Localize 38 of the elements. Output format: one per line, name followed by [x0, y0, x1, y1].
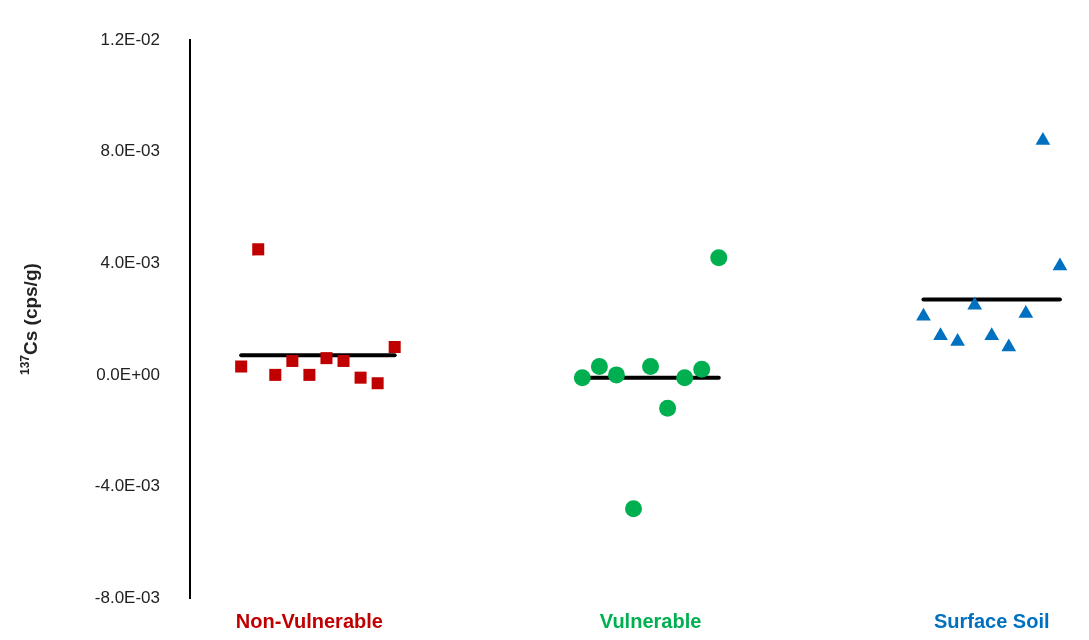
point: [693, 360, 711, 378]
point: [590, 358, 608, 376]
point: [933, 327, 948, 341]
point: [235, 360, 248, 373]
point: [916, 307, 931, 321]
y-axis-title: 137Cs (cps/g): [18, 263, 41, 376]
x-tick-label: Vulnerable: [599, 609, 702, 632]
y-tick-label: 0.0E+00: [96, 364, 160, 384]
point: [573, 369, 591, 387]
point: [710, 249, 728, 267]
point: [1018, 305, 1034, 318]
y-tick-label: 4.0E-03: [100, 253, 160, 273]
point: [269, 368, 282, 381]
point: [676, 369, 694, 387]
y-tick-label: -4.0E-03: [94, 476, 160, 496]
point: [984, 327, 1000, 341]
point: [371, 377, 384, 390]
point: [388, 340, 401, 353]
y-tick-label: 1.2E-02: [100, 29, 160, 49]
x-tick-label: Non-Vulnerable: [235, 609, 383, 632]
point: [642, 358, 660, 376]
point: [950, 332, 965, 346]
point: [303, 368, 316, 381]
point: [320, 352, 333, 365]
point: [354, 371, 367, 384]
point: [1035, 132, 1051, 145]
point: [252, 243, 265, 256]
point: [625, 500, 642, 518]
y-tick-label: 8.0E-03: [100, 141, 160, 161]
point: [659, 399, 677, 417]
point: [967, 296, 983, 310]
point: [1052, 257, 1068, 271]
y-tick-label: -8.0E-03: [94, 587, 160, 607]
point: [337, 354, 350, 367]
x-tick-label: Surface Soil: [933, 609, 1050, 632]
point: [1001, 338, 1017, 352]
point: [607, 366, 625, 384]
point: [286, 354, 299, 367]
